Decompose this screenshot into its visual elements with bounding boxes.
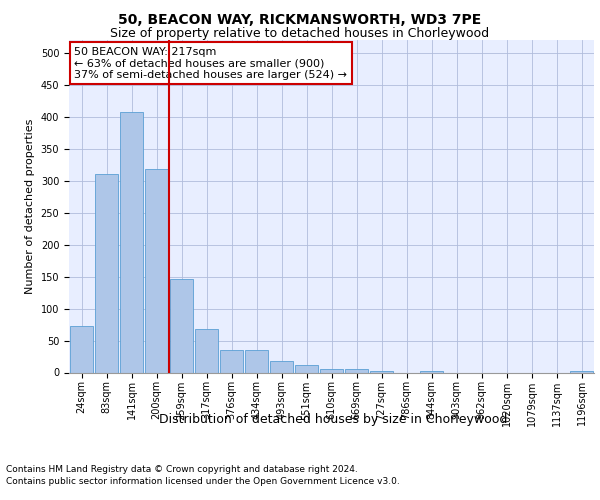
Bar <box>370 370 393 372</box>
Text: Distribution of detached houses by size in Chorleywood: Distribution of detached houses by size … <box>159 412 507 426</box>
Bar <box>295 366 318 372</box>
Text: 50 BEACON WAY: 217sqm
← 63% of detached houses are smaller (900)
37% of semi-det: 50 BEACON WAY: 217sqm ← 63% of detached … <box>74 46 347 80</box>
Bar <box>245 350 268 372</box>
Bar <box>145 168 168 372</box>
Text: Size of property relative to detached houses in Chorleywood: Size of property relative to detached ho… <box>110 28 490 40</box>
Text: Contains HM Land Registry data © Crown copyright and database right 2024.: Contains HM Land Registry data © Crown c… <box>6 465 358 474</box>
Bar <box>220 350 243 372</box>
Y-axis label: Number of detached properties: Number of detached properties <box>25 118 35 294</box>
Bar <box>70 326 93 372</box>
Bar <box>320 370 343 372</box>
Bar <box>170 278 193 372</box>
Text: Contains public sector information licensed under the Open Government Licence v3: Contains public sector information licen… <box>6 478 400 486</box>
Bar <box>195 329 218 372</box>
Bar <box>420 370 443 372</box>
Text: 50, BEACON WAY, RICKMANSWORTH, WD3 7PE: 50, BEACON WAY, RICKMANSWORTH, WD3 7PE <box>118 12 482 26</box>
Bar <box>270 361 293 372</box>
Bar <box>120 112 143 372</box>
Bar <box>95 174 118 372</box>
Bar <box>570 370 593 372</box>
Bar <box>345 368 368 372</box>
